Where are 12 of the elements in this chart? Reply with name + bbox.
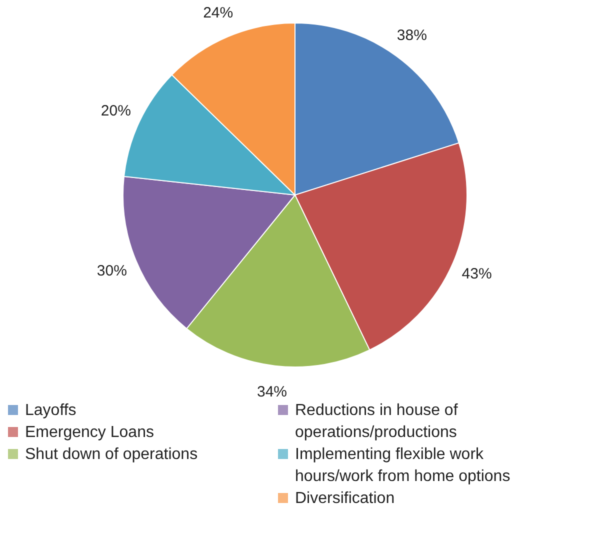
data-label: 30% [96, 262, 127, 280]
legend-label: Diversification [295, 490, 395, 507]
legend-label: Implementing flexible work hours/work from home options [295, 446, 510, 485]
data-label: 20% [100, 102, 131, 120]
legend-label: Shut down of operations [25, 446, 198, 463]
legend-label: Layoffs [25, 402, 76, 419]
data-label: 38% [396, 27, 427, 44]
data-label: 24% [203, 4, 234, 22]
legend-label: Reductions in house of operations/productions [295, 402, 458, 441]
legend-label: Emergency Loans [25, 424, 154, 441]
data-label: 34% [257, 384, 288, 401]
data-label: 43% [462, 265, 492, 282]
